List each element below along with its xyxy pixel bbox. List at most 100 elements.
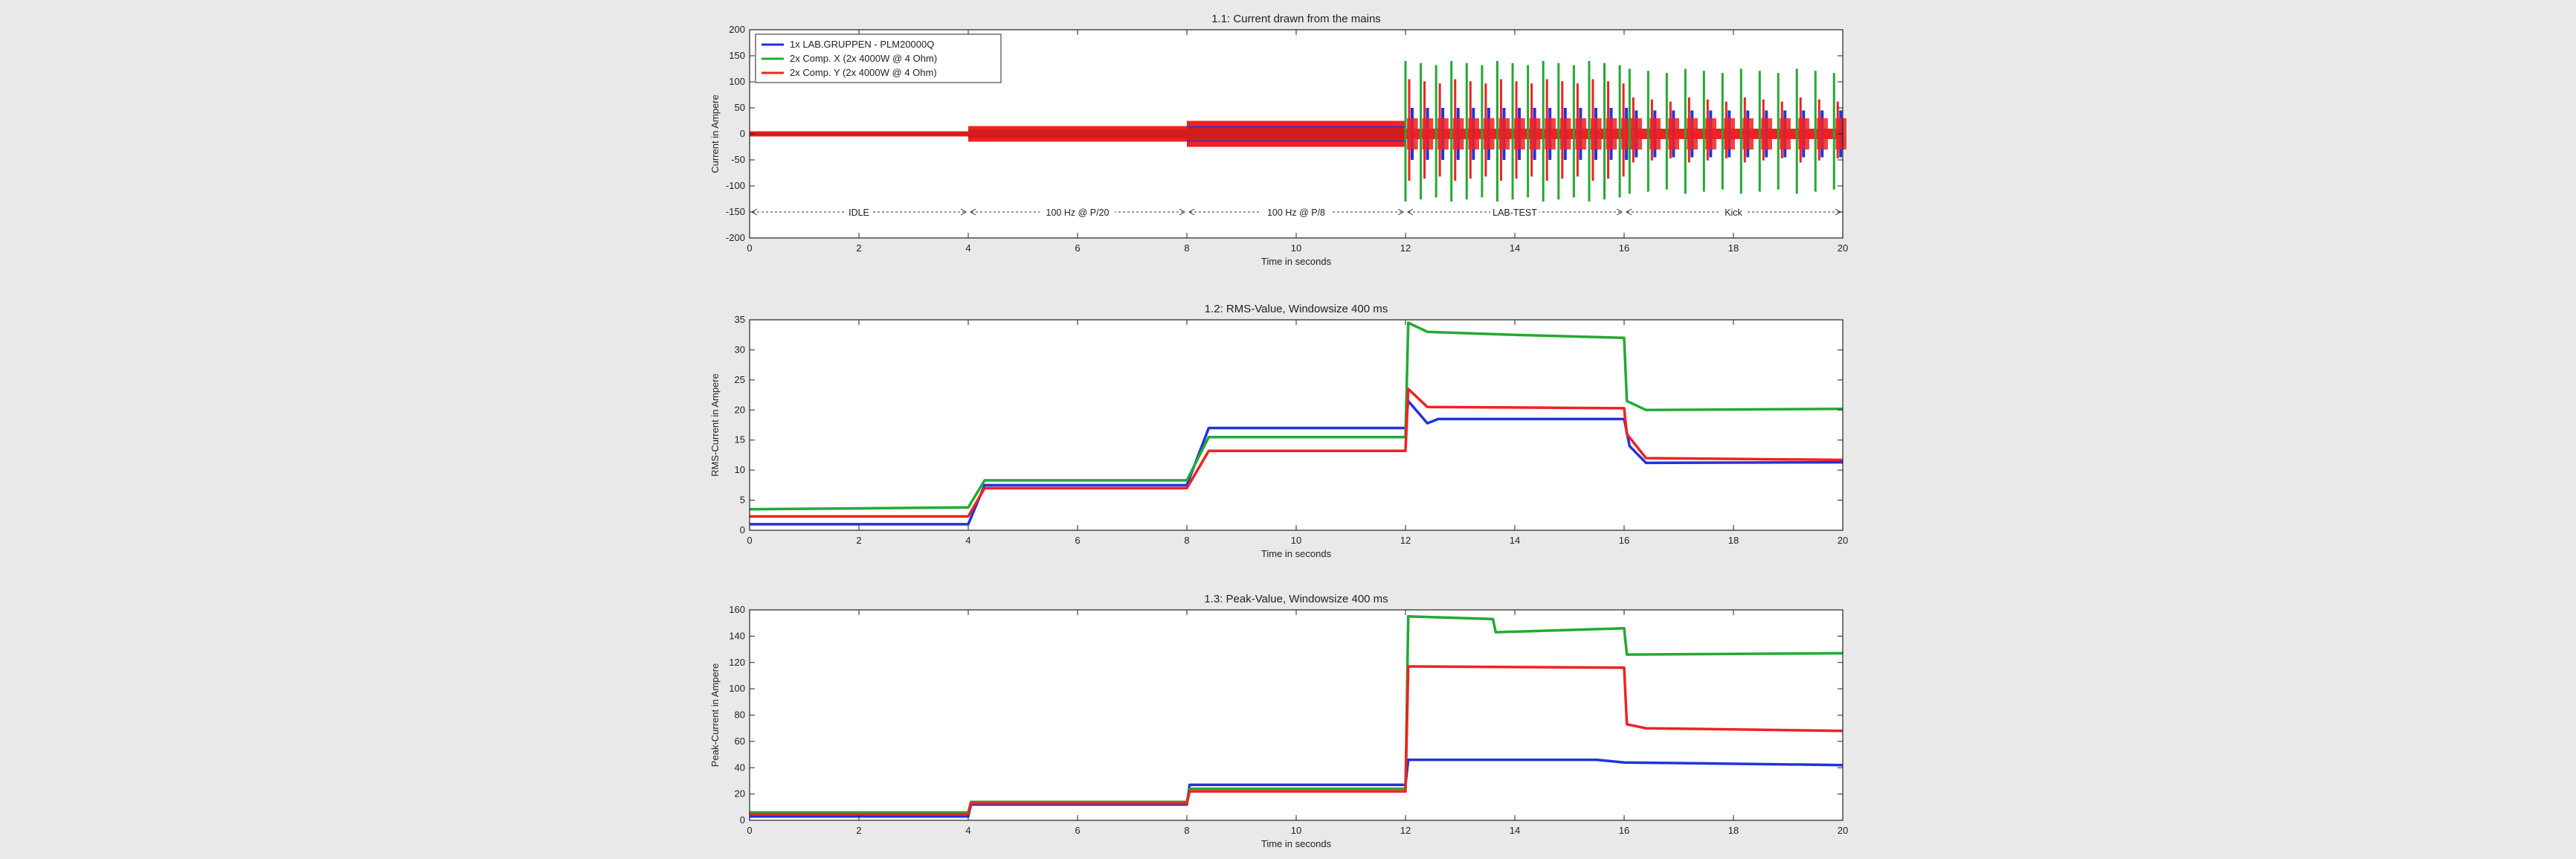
y-tick-label: -150: [726, 206, 745, 217]
burst-body: [1437, 118, 1449, 149]
y-tick-label: 0: [740, 128, 745, 139]
segment-label-bg: [1719, 205, 1748, 219]
y-tick-label: 5: [740, 495, 745, 506]
burst-body: [1559, 118, 1571, 149]
burst-body: [1798, 118, 1809, 149]
y-tick-label: 25: [735, 374, 745, 385]
burst-body: [1529, 118, 1541, 149]
y-tick-label: 40: [735, 762, 745, 773]
y-tick-label: 60: [735, 736, 745, 747]
y-tick-label: 20: [735, 404, 745, 415]
x-tick-label: 16: [1619, 535, 1629, 546]
plot-data: [750, 615, 1844, 818]
signal-envelope-core-1: [750, 132, 968, 135]
x-tick-label: 0: [747, 825, 752, 836]
segment-label-bg: [1490, 205, 1539, 219]
y-tick-label: 0: [740, 524, 745, 535]
x-tick-label: 10: [1291, 825, 1301, 836]
y-tick-label: 140: [729, 630, 745, 641]
legend-entry: 1x LAB.GRUPPEN - PLM20000Q: [790, 39, 934, 50]
x-tick-label: 6: [1075, 535, 1080, 546]
segment-label: 100 Hz @ P/20: [1046, 207, 1110, 218]
burst-body: [1631, 118, 1643, 149]
series-line: [749, 321, 1844, 511]
series-line: [750, 665, 1844, 816]
y-tick-label: 120: [729, 657, 745, 668]
x-tick-label: 18: [1728, 825, 1739, 836]
burst-body: [1817, 118, 1828, 149]
y-axis-label: Peak-Current in Ampere: [709, 663, 721, 767]
burst-body: [1606, 118, 1617, 149]
y-tick-label: -200: [726, 232, 745, 243]
x-tick-label: 20: [1838, 825, 1848, 836]
x-tick-label: 14: [1510, 242, 1520, 254]
y-tick-label: 50: [735, 102, 745, 113]
x-tick-label: 2: [856, 242, 861, 254]
plot-area: [750, 320, 1843, 530]
x-tick-label: 20: [1838, 535, 1848, 546]
y-axis-label: Current in Ampere: [709, 94, 721, 173]
y-tick-label: 20: [735, 788, 745, 800]
burst-body: [1590, 118, 1602, 149]
legend: 1x LAB.GRUPPEN - PLM20000Q 2x Comp. X (2x…: [755, 33, 1002, 83]
signal-envelope-core-3: [1187, 126, 1405, 141]
segment-arrow-right: [1397, 208, 1405, 216]
y-tick-label: -100: [726, 180, 745, 191]
series-line: [750, 387, 1844, 518]
x-tick-label: 6: [1075, 825, 1080, 836]
x-tick-label: 8: [1184, 825, 1189, 836]
chart-title: 1.3: Peak-Value, Windowsize 400 ms: [1204, 593, 1388, 605]
burst-body: [1483, 118, 1495, 149]
y-tick-label: 150: [729, 50, 745, 61]
burst-body: [1780, 118, 1791, 149]
x-tick-label: 4: [965, 825, 970, 836]
x-tick-label: 2: [856, 825, 861, 836]
segment-arrow-left: [969, 208, 976, 216]
burst-body: [1724, 118, 1735, 149]
x-tick-label: 10: [1291, 242, 1301, 254]
legend-entry: 2x Comp. X (2x 4000W @ 4 Ohm): [790, 53, 937, 64]
chart-panel-3: 0 2 4 6 8 10 12 14 16 18 20 0 20 40 60 80 100 120 140 160 1.…: [709, 593, 1848, 849]
x-tick-label: 12: [1400, 242, 1411, 254]
x-tick-label: 8: [1184, 242, 1189, 254]
x-tick-label: 18: [1728, 535, 1739, 546]
x-tick-label: 18: [1728, 242, 1739, 254]
segment-label: Kick: [1725, 207, 1742, 218]
segment-label-bg: [1261, 205, 1331, 219]
segment-arrow-right: [1616, 208, 1623, 216]
burst-body: [1742, 118, 1754, 149]
x-tick-label: 16: [1619, 242, 1629, 254]
x-tick-label: 16: [1619, 825, 1629, 836]
segment-label: LAB-TEST: [1493, 207, 1537, 218]
y-tick-label: 15: [735, 434, 745, 445]
legend-box: [755, 33, 1002, 83]
segment-label: 100 Hz @ P/8: [1267, 207, 1325, 218]
chart-panel-2: 0 2 4 6 8 10 12 14 16 18 20 0 5 10 15 20 25 30 35 1.2: RMS-…: [709, 303, 1848, 559]
x-axis-label: Time in seconds: [1261, 838, 1332, 849]
x-tick-label: 0: [747, 535, 752, 546]
x-tick-label: 6: [1075, 242, 1080, 254]
x-axis-label: Time in seconds: [1261, 256, 1332, 267]
segment-arrow-left: [1406, 208, 1414, 216]
segment-arrow-right: [1179, 208, 1186, 216]
chart-title: 1.2: RMS-Value, Windowsize 400 ms: [1205, 303, 1388, 315]
y-tick-label: 100: [729, 683, 745, 694]
burst-body: [1687, 118, 1698, 149]
segment-arrow-left: [1625, 208, 1632, 216]
x-tick-label: 4: [965, 242, 970, 254]
x-tick-label: 14: [1510, 535, 1520, 546]
burst-body: [1514, 118, 1525, 149]
burst-body: [1668, 118, 1680, 149]
x-tick-label: 12: [1400, 535, 1411, 546]
burst-body: [1649, 118, 1661, 149]
segment-arrow-left: [1188, 208, 1195, 216]
y-tick-label: 160: [729, 604, 745, 615]
segment-label-bg: [845, 205, 873, 219]
burst-body: [1575, 118, 1587, 149]
x-tick-label: 14: [1510, 825, 1520, 836]
y-tick-label: 80: [735, 710, 745, 721]
burst-body: [1468, 118, 1480, 149]
y-tick-label: 0: [740, 814, 745, 826]
chart-title: 1.1: Current drawn from the mains: [1211, 13, 1381, 25]
